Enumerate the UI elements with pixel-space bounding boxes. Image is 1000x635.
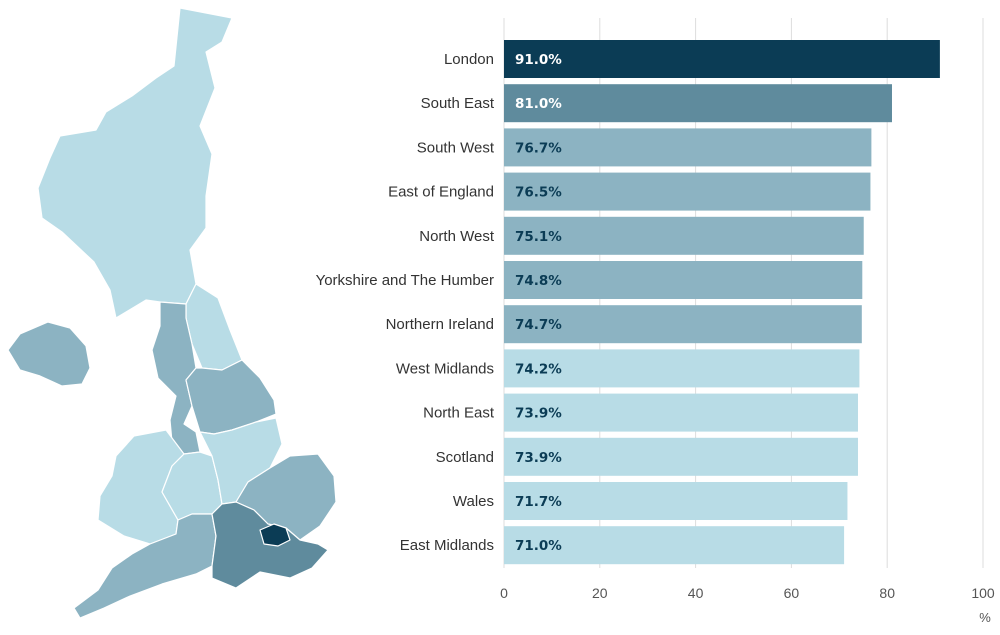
x-axis-ticks: 0 20 40 60 80 100 bbox=[500, 585, 995, 601]
bar-south-west bbox=[504, 128, 872, 167]
category-label: North East bbox=[423, 405, 495, 422]
bar-scotland bbox=[504, 437, 858, 476]
category-label: East of England bbox=[388, 184, 494, 201]
category-label: East Midlands bbox=[400, 537, 494, 554]
category-label: Scotland bbox=[436, 449, 494, 466]
x-tick-label: 40 bbox=[688, 585, 704, 601]
value-label: 73.9% bbox=[515, 406, 562, 422]
category-label: South West bbox=[417, 139, 495, 156]
bar-west-midlands bbox=[504, 349, 860, 388]
value-label: 74.7% bbox=[515, 317, 562, 333]
bar-northern-ireland bbox=[504, 305, 862, 344]
value-label: 73.9% bbox=[515, 450, 562, 466]
uk-region-map bbox=[7, 7, 337, 619]
category-label: Wales bbox=[453, 493, 494, 510]
value-label: 71.7% bbox=[515, 494, 562, 510]
category-label: London bbox=[444, 51, 494, 68]
bar-east-of-england bbox=[504, 172, 871, 211]
bar-east-midlands bbox=[504, 526, 845, 565]
category-label: North West bbox=[419, 228, 495, 245]
bars bbox=[504, 40, 940, 565]
category-label: West Midlands bbox=[396, 360, 494, 377]
value-label: 74.2% bbox=[515, 361, 562, 377]
value-label: 76.7% bbox=[515, 140, 562, 156]
x-tick-label: 80 bbox=[879, 585, 895, 601]
map-region-london bbox=[259, 523, 291, 547]
value-label: 76.5% bbox=[515, 185, 562, 201]
map-region-scotland bbox=[37, 7, 233, 319]
category-label: Northern Ireland bbox=[386, 316, 494, 333]
x-axis-unit: % bbox=[979, 610, 991, 625]
value-label: 74.8% bbox=[515, 273, 562, 289]
bar-south-east bbox=[504, 84, 892, 123]
map-region-north-west bbox=[151, 301, 201, 455]
category-label: South East bbox=[421, 95, 495, 112]
map-region-northern-ireland bbox=[7, 321, 91, 387]
x-tick-label: 60 bbox=[784, 585, 800, 601]
bar-north-east bbox=[504, 393, 858, 432]
x-tick-label: 20 bbox=[592, 585, 608, 601]
value-label: 81.0% bbox=[515, 96, 562, 112]
bar-wales bbox=[504, 482, 848, 520]
bar-london bbox=[504, 40, 940, 78]
category-label: Yorkshire and The Humber bbox=[316, 272, 494, 289]
bar-yorkshire-and-the-humber bbox=[504, 261, 863, 299]
x-tick-label: 100 bbox=[971, 585, 995, 601]
value-label: 91.0% bbox=[515, 52, 562, 68]
value-label: 71.0% bbox=[515, 538, 562, 554]
value-labels: 91.0% 81.0% 76.7% 76.5% 75.1% 74.8% 74.7% 74.2%… bbox=[515, 52, 562, 554]
bar-north-west bbox=[504, 216, 864, 255]
x-tick-label: 0 bbox=[500, 585, 508, 601]
value-label: 75.1% bbox=[515, 229, 562, 245]
category-labels: London South East South West East of Englan… bbox=[316, 51, 495, 554]
